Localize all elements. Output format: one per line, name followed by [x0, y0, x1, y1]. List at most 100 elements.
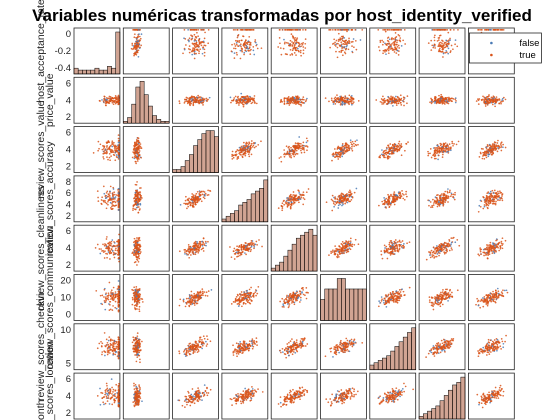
data-point-true	[350, 245, 353, 247]
data-point-true	[291, 53, 294, 56]
data-point-true	[390, 28, 393, 31]
data-point-false	[447, 47, 450, 50]
data-point-true	[331, 209, 334, 212]
data-point-true	[430, 39, 433, 42]
data-point-true	[439, 194, 442, 197]
data-point-true	[387, 204, 390, 206]
data-point-true	[330, 99, 333, 102]
histogram-bar	[225, 215, 231, 223]
data-point-true	[207, 193, 210, 196]
data-point-true	[348, 244, 351, 247]
data-point-true	[302, 146, 305, 149]
data-point-true	[352, 98, 354, 101]
data-point-true	[249, 44, 252, 46]
data-point-true	[393, 51, 396, 53]
histogram-bar	[300, 234, 305, 272]
data-point-true	[289, 198, 292, 201]
data-point-false	[286, 101, 289, 103]
panel-frame	[73, 27, 121, 75]
data-point-true	[429, 201, 432, 203]
data-point-true	[240, 246, 242, 248]
data-point-true	[183, 47, 186, 50]
data-point-true	[251, 97, 253, 100]
data-point-true	[192, 95, 195, 98]
data-point-true	[294, 144, 297, 147]
data-point-true	[249, 148, 251, 150]
data-point-true	[446, 190, 449, 193]
panel-frame	[122, 224, 170, 272]
data-point-true	[303, 198, 306, 201]
data-point-true	[113, 193, 116, 196]
data-point-true	[110, 97, 113, 100]
data-point-true	[391, 195, 394, 198]
data-point-true	[478, 156, 481, 158]
data-point-false	[487, 153, 489, 156]
panel-v2-v1	[73, 76, 121, 124]
data-point-false	[137, 40, 140, 42]
histogram-bar	[270, 267, 276, 272]
data-point-true	[450, 44, 453, 47]
data-point-true	[379, 156, 382, 159]
data-point-false	[250, 245, 253, 248]
data-point-false	[201, 52, 204, 55]
data-point-true	[197, 39, 200, 42]
data-point-true	[253, 146, 256, 149]
data-point-true	[209, 190, 212, 192]
data-point-true	[439, 147, 441, 150]
data-point-true	[241, 100, 244, 102]
data-point-false	[306, 97, 308, 100]
data-point-true	[403, 104, 405, 107]
panel-v1-v4	[221, 27, 269, 75]
data-point-false	[195, 40, 198, 42]
data-point-true	[334, 103, 337, 105]
histogram-bar	[77, 69, 83, 75]
data-point-true	[207, 42, 210, 45]
data-point-true	[295, 49, 298, 52]
data-point-true	[486, 206, 489, 209]
data-point-true	[496, 28, 499, 31]
data-point-true	[336, 198, 339, 201]
data-point-true	[333, 156, 336, 158]
data-point-true	[396, 45, 399, 48]
data-point-true	[281, 28, 284, 31]
data-point-true	[293, 52, 296, 54]
data-point-true	[448, 100, 451, 103]
data-point-true	[430, 49, 433, 51]
data-point-true	[132, 209, 134, 211]
data-point-true	[494, 203, 497, 206]
data-point-false	[117, 200, 120, 203]
data-point-false	[117, 141, 120, 144]
data-point-true	[191, 42, 194, 45]
data-point-true	[438, 45, 441, 48]
data-point-true	[134, 261, 137, 263]
data-point-false	[288, 152, 291, 155]
data-point-true	[187, 253, 190, 256]
data-point-true	[197, 250, 199, 253]
data-point-true	[397, 44, 400, 47]
data-point-false	[383, 197, 385, 199]
data-point-true	[381, 39, 383, 42]
histogram-bar	[143, 94, 149, 124]
data-point-true	[291, 41, 293, 43]
data-point-true	[299, 49, 302, 52]
data-point-false	[387, 95, 389, 98]
data-point-true	[109, 100, 112, 102]
data-point-true	[135, 256, 138, 259]
data-point-true	[108, 147, 111, 150]
data-point-true	[134, 208, 137, 211]
data-point-true	[504, 98, 507, 101]
data-point-false	[436, 144, 438, 147]
data-point-true	[292, 101, 295, 103]
histogram-bar	[234, 210, 239, 223]
data-point-true	[139, 39, 141, 42]
data-point-true	[390, 47, 393, 50]
data-point-true	[389, 48, 392, 50]
data-point-true	[393, 48, 396, 51]
data-point-true	[350, 143, 353, 145]
panel-v4-v7	[369, 175, 417, 223]
data-point-false	[138, 43, 141, 46]
data-point-true	[133, 149, 136, 152]
data-point-true	[138, 255, 140, 257]
data-point-true	[384, 99, 387, 102]
data-point-true	[383, 201, 386, 204]
